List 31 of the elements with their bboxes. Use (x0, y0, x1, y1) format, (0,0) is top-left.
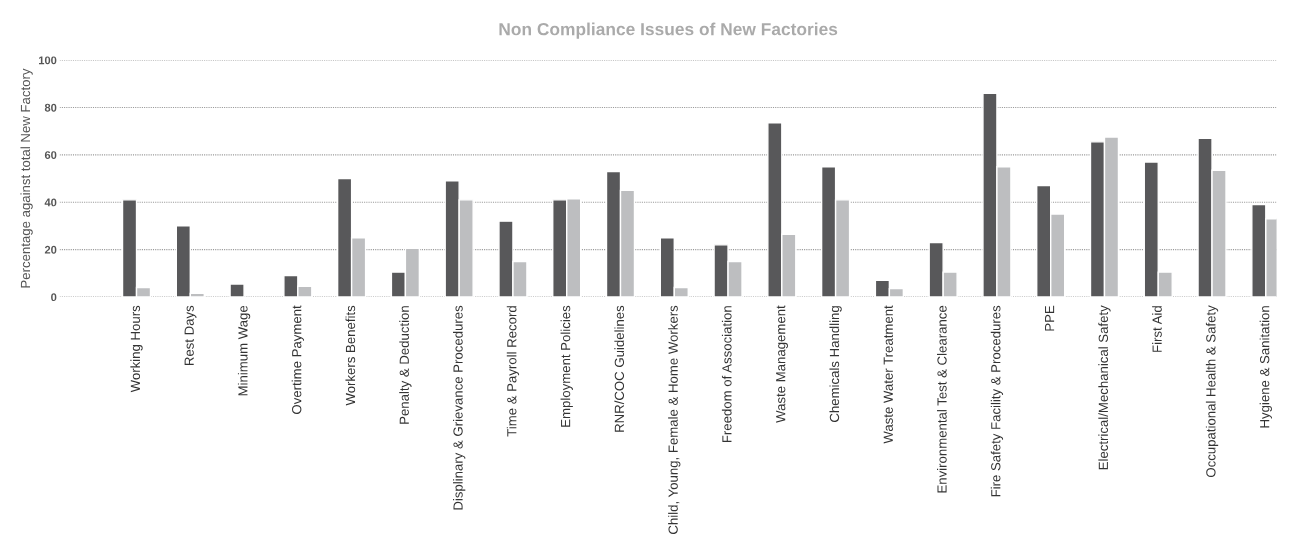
x-tick-label: Displinary & Grievance Procedures (453, 305, 466, 510)
y-tick-label: 0 (51, 293, 57, 302)
chart-title: Non Compliance Issues of New Factories (499, 22, 838, 39)
x-tick-label: Working Hours (130, 305, 143, 393)
x-tick-label: Workers Benefits (345, 305, 356, 406)
x-tick-label: Hygiene & Sanitation (1259, 306, 1272, 428)
x-tick-label: PPE (1045, 305, 1055, 331)
y-tick-label: 20 (44, 245, 57, 254)
x-tick-label: Fire Safety Facility & Procedures (990, 305, 1004, 497)
x-tick-label: Rest Days (184, 305, 197, 366)
y-tick-label: 80 (44, 103, 57, 112)
x-tick-label: Waste Water Treatment (883, 305, 893, 444)
x-tick-label: Electrical/Mechanical Safety (1098, 305, 1111, 470)
y-tick-label: 100 (39, 56, 57, 65)
x-tick-label: First Aid (1152, 306, 1162, 352)
x-tick-label: Child, Young, Female & Home Workers (668, 305, 681, 534)
x-tick-label: Freedom of Association (721, 306, 732, 443)
x-tick-label: Time & Payroll Record (506, 306, 520, 437)
y-tick-label: 60 (44, 151, 57, 160)
x-tick-label: Overtime Payment (291, 305, 304, 414)
x-tick-label: Penalty & Deduction (399, 306, 412, 424)
x-tick-label: RNR/COC Guidelines (614, 305, 625, 432)
x-tick-label: Occupational Health & Safety (1205, 305, 1219, 478)
x-tick-label: Waste Management (776, 305, 788, 423)
x-tick-label: Minimum Wage (237, 305, 251, 396)
y-tick-label: 40 (44, 198, 57, 207)
y-axis-title: Percentage against total New Factory (20, 68, 33, 288)
x-tick-label: Environmental Test & Clearance (937, 305, 947, 493)
x-tick-label: Employment Policies (560, 305, 573, 427)
x-tick-label: Chemicals Handling (829, 306, 842, 422)
bar (229, 283, 245, 297)
